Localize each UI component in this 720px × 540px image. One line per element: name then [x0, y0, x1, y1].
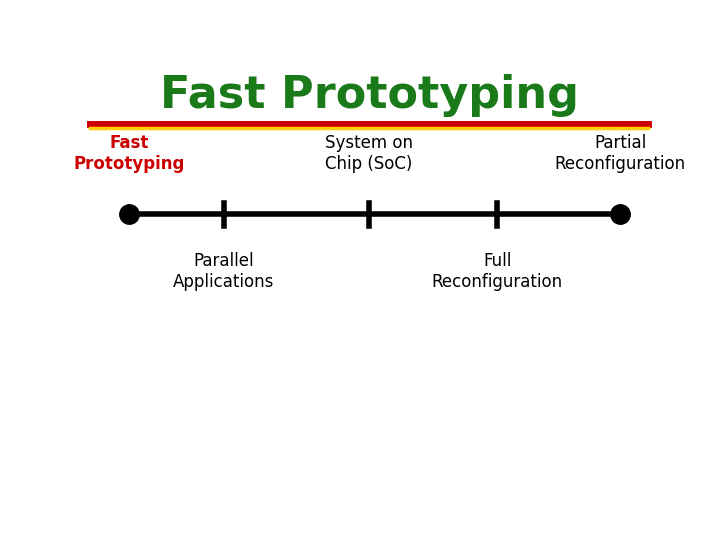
Text: System on
Chip (SoC): System on Chip (SoC)	[325, 134, 413, 173]
Text: Parallel
Applications: Parallel Applications	[174, 252, 274, 291]
Text: Fast
Prototyping: Fast Prototyping	[73, 134, 185, 173]
Text: Full
Reconfiguration: Full Reconfiguration	[432, 252, 563, 291]
Text: Partial
Reconfiguration: Partial Reconfiguration	[554, 134, 685, 173]
Text: Iowa State University
(Ames): Iowa State University (Ames)	[565, 506, 698, 534]
Text: 68 - ECpE 583 (Reconfigurable Computing):  Course overview: 68 - ECpE 583 (Reconfigurable Computing)…	[14, 511, 400, 524]
Text: Fast Prototyping: Fast Prototyping	[160, 75, 578, 118]
